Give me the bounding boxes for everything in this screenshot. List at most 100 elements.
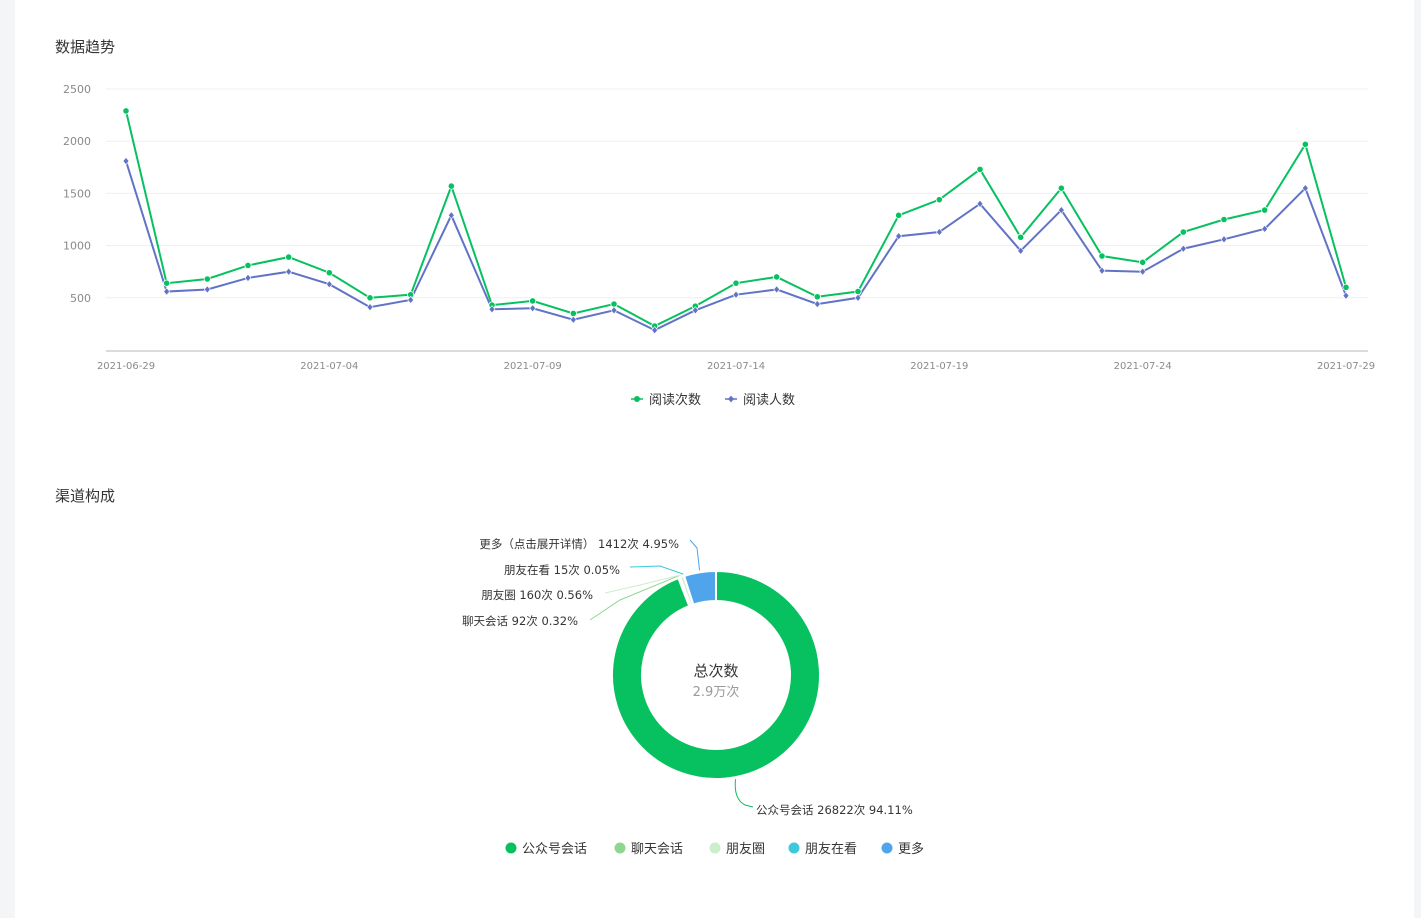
y-tick-label: 1500 (63, 187, 91, 200)
legend-label: 朋友圈 (726, 841, 765, 857)
data-point-read-count[interactable] (1017, 233, 1025, 241)
legend-label: 公众号会话 (522, 842, 587, 857)
data-point-reader-count[interactable] (732, 290, 740, 299)
legend-item[interactable]: 阅读人数 (725, 393, 795, 408)
x-tick-label: 2021-07-04 (300, 361, 358, 372)
data-point-read-count[interactable] (244, 261, 252, 270)
x-tick-label: 2021-07-14 (707, 361, 765, 372)
data-point-reader-count[interactable] (122, 156, 130, 166)
data-point-read-count[interactable] (1220, 215, 1228, 224)
legend-label: 朋友在看 (805, 841, 857, 857)
data-point-reader-count[interactable] (407, 295, 415, 304)
label-leader-line (604, 574, 682, 594)
legend-item[interactable]: 更多 (881, 841, 925, 857)
data-point-reader-count[interactable] (1342, 291, 1350, 300)
slice-label: 聊天会话 92次 0.32% (462, 614, 578, 628)
data-point-reader-count[interactable] (976, 199, 984, 208)
legend-item[interactable]: 公众号会话 (505, 842, 588, 857)
data-point-read-count[interactable] (122, 107, 130, 115)
data-point-reader-count[interactable] (1179, 244, 1187, 253)
data-point-reader-count[interactable] (651, 326, 659, 335)
y-tick-label: 2500 (63, 83, 91, 96)
data-point-reader-count[interactable] (895, 232, 903, 241)
y-tick-label: 2000 (63, 135, 91, 148)
donut-center-value: 2.9万次 (693, 684, 740, 700)
trend-section-title: 数据趋势 (55, 38, 116, 56)
data-point-read-count[interactable] (366, 294, 374, 302)
legend-dot (614, 842, 626, 854)
data-point-read-count[interactable] (163, 279, 171, 287)
data-point-read-count[interactable] (1139, 258, 1147, 266)
legend-marker (634, 396, 640, 402)
label-leader-line (734, 779, 754, 808)
data-point-read-count[interactable] (1179, 228, 1187, 236)
legend-label: 聊天会话 (631, 842, 683, 857)
data-point-read-count[interactable] (895, 211, 903, 219)
data-point-reader-count[interactable] (935, 227, 943, 237)
legend-dot (505, 842, 517, 854)
data-point-reader-count[interactable] (163, 287, 171, 296)
slice-label[interactable]: 更多（点击展开详情） 1412次 4.95% (479, 537, 679, 551)
legend-label: 阅读人数 (743, 393, 795, 408)
trend-line-chart: 500 1000 1500 2000 2500 2021-06-29 2021-07-04 2… (63, 83, 1375, 408)
data-point-reader-count[interactable] (1261, 224, 1269, 233)
data-point-read-count[interactable] (935, 196, 943, 204)
data-point-reader-count[interactable] (691, 306, 699, 315)
data-point-reader-count[interactable] (203, 285, 211, 294)
legend-dot (788, 842, 800, 854)
data-point-reader-count[interactable] (1017, 246, 1025, 255)
data-point-read-count[interactable] (1342, 283, 1350, 291)
data-point-reader-count[interactable] (529, 304, 537, 313)
x-tick-label: 2021-07-24 (1114, 361, 1172, 372)
legend-dot (709, 842, 721, 854)
data-point-reader-count[interactable] (285, 267, 293, 276)
slice-label: 公众号会话 26822次 94.11% (756, 803, 913, 817)
data-point-reader-count[interactable] (447, 211, 455, 220)
data-point-read-count[interactable] (1301, 140, 1309, 148)
legend-label: 更多 (898, 841, 924, 857)
data-point-reader-count[interactable] (488, 305, 496, 314)
data-point-reader-count[interactable] (1301, 184, 1309, 193)
data-point-read-count[interactable] (976, 165, 984, 173)
label-leader-line (589, 575, 679, 621)
legend-dot (881, 842, 893, 854)
y-tick-label: 1000 (63, 240, 91, 253)
data-point-read-count[interactable] (732, 279, 740, 287)
legend-marker (728, 395, 734, 403)
data-point-read-count[interactable] (813, 293, 821, 301)
donut-slice[interactable] (611, 569, 821, 780)
data-point-reader-count[interactable] (854, 293, 862, 302)
x-tick-label: 2021-06-29 (97, 361, 155, 372)
donut-slice[interactable] (682, 569, 717, 606)
data-point-read-count[interactable] (325, 269, 333, 277)
donut-center-title: 总次数 (693, 662, 738, 680)
label-leader-line (689, 539, 701, 571)
data-point-reader-count[interactable] (813, 299, 821, 309)
data-point-read-count[interactable] (203, 275, 211, 283)
x-tick-label: 2021-07-29 (1317, 361, 1375, 372)
data-point-read-count[interactable] (773, 273, 781, 281)
data-point-reader-count[interactable] (610, 306, 618, 315)
data-point-read-count[interactable] (447, 182, 455, 190)
data-point-reader-count[interactable] (1098, 266, 1106, 275)
data-point-read-count[interactable] (1261, 206, 1269, 214)
data-point-reader-count[interactable] (1220, 235, 1228, 244)
legend-item[interactable]: 聊天会话 (614, 842, 684, 857)
data-point-read-count[interactable] (529, 297, 537, 305)
legend-label: 阅读次数 (649, 392, 701, 408)
data-point-read-count[interactable] (285, 253, 293, 261)
data-point-reader-count[interactable] (1057, 206, 1065, 215)
data-point-reader-count[interactable] (244, 273, 252, 283)
slice-label: 朋友在看 15次 0.05% (504, 563, 620, 577)
data-point-reader-count[interactable] (1139, 267, 1147, 276)
data-point-reader-count[interactable] (569, 315, 577, 324)
data-point-reader-count[interactable] (325, 280, 333, 289)
legend-item[interactable]: 朋友在看 (788, 841, 858, 857)
data-point-read-count[interactable] (1098, 252, 1106, 260)
data-point-reader-count[interactable] (366, 303, 374, 312)
data-point-read-count[interactable] (1057, 184, 1065, 192)
legend-item[interactable]: 阅读次数 (631, 392, 701, 408)
legend-item[interactable]: 朋友圈 (709, 841, 766, 857)
data-point-reader-count[interactable] (773, 285, 781, 294)
